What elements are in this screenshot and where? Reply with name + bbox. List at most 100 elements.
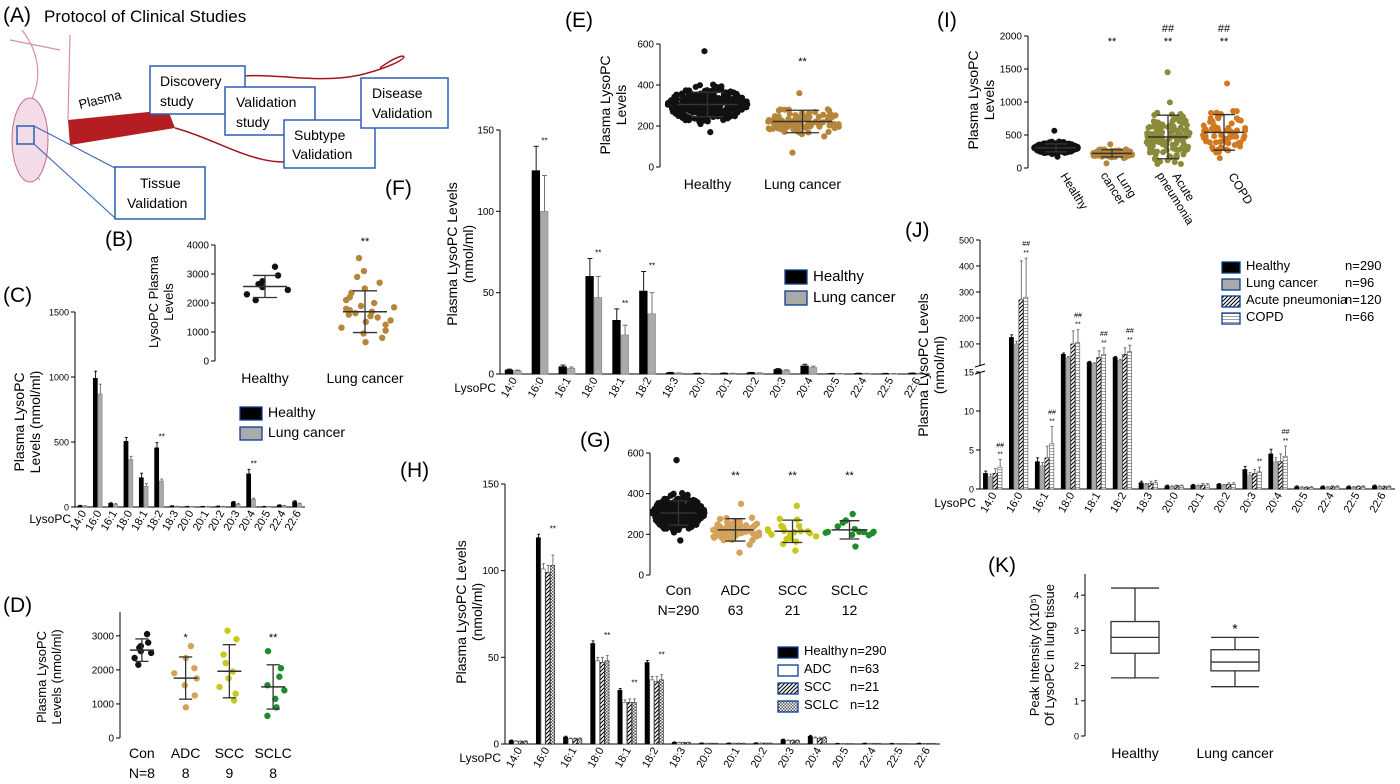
bar-lung-cancer [620,334,629,375]
bar-scc [681,742,687,745]
x-tick-label: 18:0 [586,746,607,771]
bar-healthy [590,643,596,745]
data-point [374,314,381,321]
x-tick-label: 20:1 [714,376,735,401]
bar-adc [812,737,818,745]
data-point [1149,142,1156,149]
data-point [869,529,876,537]
y-tick-label: 4 [1074,591,1079,601]
chart-g: 0 200 400 600 Con N=290 ** ADC 63 ** SCC 21 ** SCLC 12 [627,449,877,618]
x-count-label: N=290 [658,602,700,618]
x-category-label-line: Healthy [1057,170,1090,212]
significance-mark: ** [1075,322,1081,329]
y-tick-label: 15 [964,368,974,378]
legend-swatch [777,664,799,677]
x-category-label: Healthy [1057,170,1090,212]
svg-text:Discovery: Discovery [160,73,221,89]
panel-a: (A) Protocol of Clinical Studies Plasma … [3,4,449,220]
bar-acute-pneumonia [1277,461,1283,490]
significance-mark: ## [1100,331,1108,338]
significance-mark: ** [541,136,547,145]
data-point [783,535,790,543]
data-point [804,121,812,128]
bar-healthy [639,290,648,375]
bar-copd [997,466,1003,490]
data-point [737,96,745,103]
legend-count: n=290 [1345,258,1382,273]
y-axis-label-line: Levels (nmol/ml) [27,371,43,474]
data-point [361,285,368,292]
significance-mark: ** [251,459,257,468]
data-point [701,48,708,55]
bar-lung-cancer [808,367,818,375]
data-point [1166,99,1173,106]
x-category-label: ADC [721,582,751,598]
x-tick-label: 18:3 [667,746,688,771]
data-point [1153,125,1160,132]
legend-label: Healthy [268,404,315,420]
data-point [724,96,731,104]
y-axis-label: LysoPC PlasmaLevels [146,255,176,348]
panel-e-label: (E) [565,9,593,32]
data-point [723,519,731,526]
y-tick-label: 0 [1074,732,1079,742]
x-category-label: SCLC [254,745,291,761]
bar-healthy [1190,484,1196,490]
bar-healthy [1112,357,1118,490]
data-point [683,521,691,528]
bar-healthy [780,739,786,745]
bar-lung-cancer [1143,484,1149,490]
bar-adc [567,738,573,745]
data-point [851,525,858,533]
bar-healthy [1268,453,1274,490]
data-point [281,687,288,694]
bar-lung-cancer [540,211,549,375]
data-point [708,88,715,95]
significance-mark: ** [798,56,807,68]
data-point [792,547,799,554]
bar-adc [513,740,519,745]
y-tick-label: 3 [1074,626,1079,636]
x-tick-label: 16:0 [1004,491,1025,516]
y-tick-label: 4000 [187,241,210,252]
data-point [1212,139,1219,146]
bar-healthy [1372,485,1377,490]
data-point [710,109,717,116]
significance-mark: * [1232,620,1238,636]
significance-mark: ** [997,451,1003,458]
data-point [1200,132,1207,139]
data-point [775,125,782,132]
significance-mark: ** [159,433,165,442]
data-point [689,499,696,506]
y-tick-label: 150 [482,480,499,491]
y-axis-label: Plasma LysoPCLevels [597,55,629,154]
y-tick-label: 1500 [49,308,69,318]
data-point [775,113,782,120]
data-point [653,503,661,511]
x-category-label: SCC [215,745,245,761]
panel-a-title: Protocol of Clinical Studies [44,7,246,26]
x-category-label: Healthy [684,176,731,192]
data-point [684,491,691,499]
svg-text:Validation: Validation [127,195,187,211]
y-axis-label-line: Plasma LysoPC Levels [453,540,469,683]
data-point [1171,159,1178,166]
bar-scc [599,662,605,745]
bar-healthy [773,369,782,375]
y-tick-label: 2000 [187,299,210,310]
data-point [714,521,721,528]
data-point [390,304,398,311]
data-point [233,636,240,643]
data-point [781,128,788,135]
data-point [673,456,680,464]
data-point [187,642,195,650]
data-point [360,330,367,337]
x-tick-label: 16:0 [531,746,552,771]
bar-healthy [154,447,160,508]
x-tick-label: 22:4 [848,376,869,401]
svg-text:Subtype: Subtype [294,127,346,143]
data-point [1155,139,1162,146]
data-point [379,334,386,341]
x-tick-label: 22:5 [1342,491,1363,516]
